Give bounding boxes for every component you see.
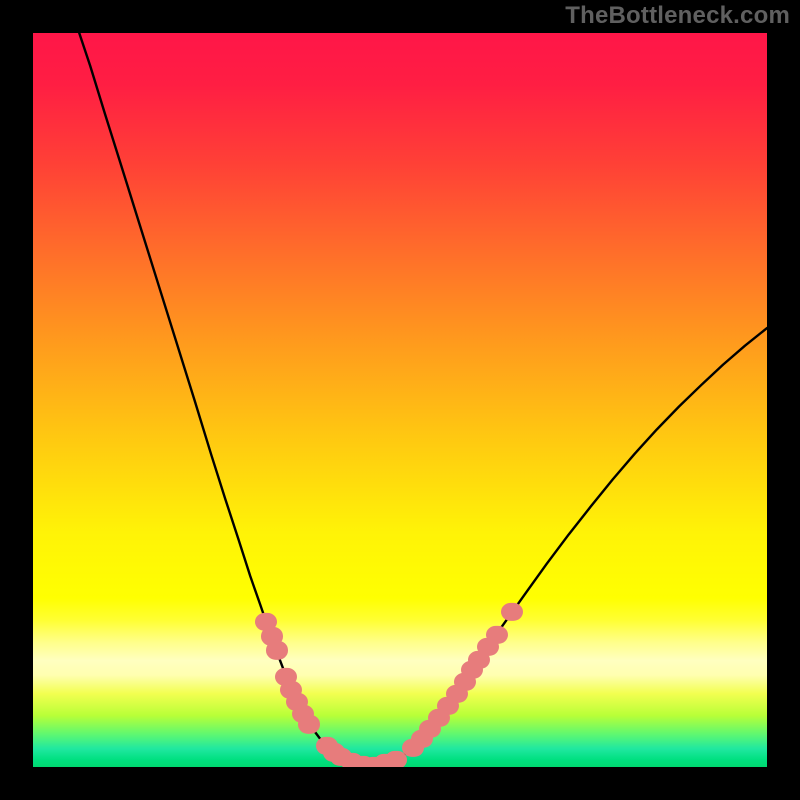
watermark-text: TheBottleneck.com xyxy=(565,2,790,30)
data-marker xyxy=(298,715,320,733)
data-marker xyxy=(486,626,508,644)
data-marker xyxy=(266,641,288,659)
plot-area xyxy=(33,33,767,767)
data-marker xyxy=(501,603,523,621)
data-markers-layer xyxy=(33,33,767,767)
